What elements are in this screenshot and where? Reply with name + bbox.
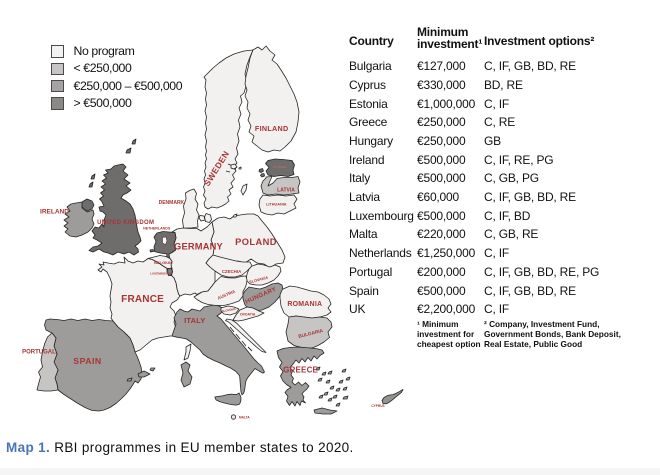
- svg-text:UNITED KINGDOM: UNITED KINGDOM: [97, 220, 154, 226]
- svg-text:LITHUANIA: LITHUANIA: [266, 202, 287, 206]
- svg-text:ESTONIA: ESTONIA: [273, 165, 287, 169]
- svg-text:CZECHIA: CZECHIA: [222, 269, 242, 274]
- svg-text:CYPRUS: CYPRUS: [371, 404, 384, 408]
- svg-text:LUXEMBOURG: LUXEMBOURG: [150, 272, 172, 276]
- svg-text:GREECE: GREECE: [283, 366, 318, 375]
- svg-text:LATVIA: LATVIA: [277, 187, 295, 193]
- svg-text:ITALY: ITALY: [184, 316, 205, 325]
- svg-text:SPAIN: SPAIN: [73, 356, 101, 366]
- svg-text:POLAND: POLAND: [235, 237, 277, 247]
- svg-text:NETHERLANDS: NETHERLANDS: [143, 227, 171, 231]
- svg-text:IRELAND: IRELAND: [40, 209, 69, 216]
- svg-text:MALTA: MALTA: [239, 416, 250, 420]
- svg-text:PORTUGAL: PORTUGAL: [22, 349, 56, 355]
- svg-text:GERMANY: GERMANY: [174, 242, 224, 252]
- svg-text:BELGIUM: BELGIUM: [154, 260, 173, 265]
- svg-text:SLOVAKIA: SLOVAKIA: [249, 276, 269, 285]
- svg-text:SLOVENIA: SLOVENIA: [221, 307, 236, 313]
- svg-text:FRANCE: FRANCE: [121, 294, 164, 305]
- svg-text:DENMARK: DENMARK: [159, 200, 185, 206]
- svg-text:CROATIA: CROATIA: [240, 313, 256, 317]
- svg-text:ROMANIA: ROMANIA: [287, 301, 322, 308]
- svg-text:AUSTRIA: AUSTRIA: [217, 289, 236, 301]
- svg-text:FINLAND: FINLAND: [255, 124, 289, 133]
